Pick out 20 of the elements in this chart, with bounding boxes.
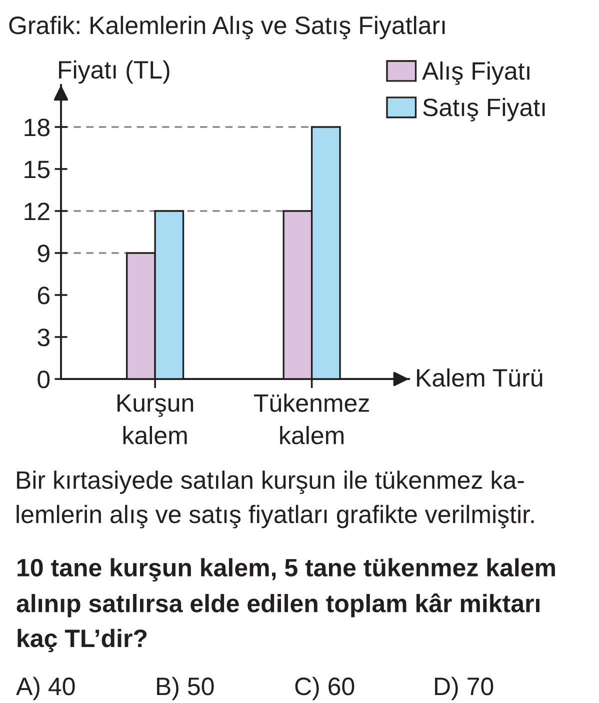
x-tick-label: Tükenmez kalem: [254, 394, 369, 444]
text: C) 60: [295, 676, 354, 700]
legend-label: Satış Fiyatı: [423, 98, 545, 122]
y-axis-title: Fiyatı (TL): [59, 60, 170, 84]
chart-title: Grafik: Kalemlerin Alış ve Satış Fiyatları: [9, 16, 445, 40]
text: Bir kırtasiyede satılan kurşun ile tükenmez ka- lemlerin alış ve satış fiyatları grafikte verilmiştir.: [16, 470, 534, 528]
text: 10 tane kurşun kalem, 5 tane tükenmez kalem alınıp satılırsa elde edilen toplam kâr miktarı kaç TL’dir?: [16, 558, 555, 652]
y-tick-label: 12: [24, 202, 50, 220]
text: A) 40: [16, 676, 75, 700]
y-tick-label: 0: [38, 370, 50, 388]
y-tick-label: 9: [38, 244, 50, 262]
x-axis-title: Kalem Türü: [417, 368, 542, 387]
y-tick-label: 18: [24, 118, 50, 136]
text: B) 50: [157, 676, 214, 700]
x-tick-label: Kurşun kalem: [118, 394, 194, 444]
legend-label: Alış Fiyatı: [422, 62, 530, 85]
text: D) 70: [435, 676, 494, 700]
y-tick-label: 3: [38, 328, 50, 346]
y-tick-label: 6: [38, 286, 50, 304]
y-tick-label: 15: [24, 160, 50, 178]
